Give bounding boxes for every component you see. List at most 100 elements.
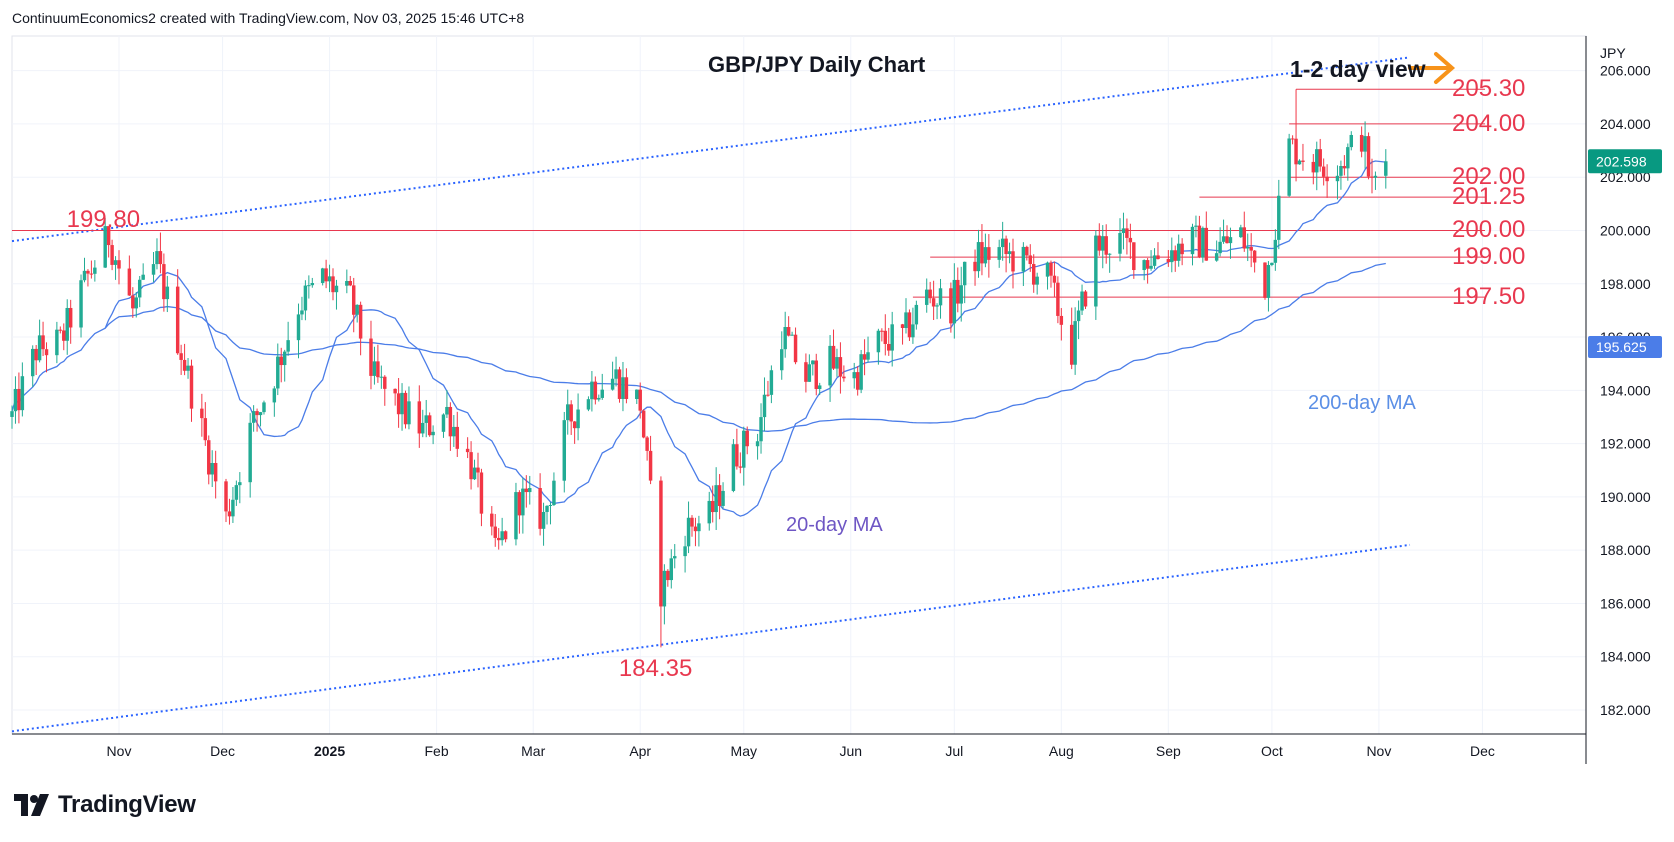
candle xyxy=(396,378,401,428)
candle xyxy=(593,376,598,405)
candle-body xyxy=(20,376,25,411)
x-tick-label: Oct xyxy=(1261,743,1283,759)
tradingview-logo-icon xyxy=(14,794,49,816)
candle xyxy=(759,403,763,454)
candle-body xyxy=(1214,253,1219,261)
candle-body xyxy=(448,406,453,437)
candle xyxy=(127,255,132,296)
candle xyxy=(572,420,577,444)
candle-body xyxy=(686,517,691,547)
candle-body xyxy=(793,334,798,363)
candle-body xyxy=(710,500,715,513)
candle xyxy=(106,226,111,258)
candle xyxy=(86,269,90,287)
candle-body xyxy=(175,286,180,354)
candle-body xyxy=(238,482,242,486)
candle-body xyxy=(207,440,211,475)
candle xyxy=(151,251,156,283)
candle-body xyxy=(693,526,698,532)
candle xyxy=(1366,132,1371,180)
candle xyxy=(987,234,991,278)
candle-body xyxy=(179,353,183,360)
candle-body xyxy=(1069,324,1074,365)
candle xyxy=(134,292,138,318)
candle xyxy=(862,339,867,376)
candle-body xyxy=(1028,255,1032,265)
candle xyxy=(807,354,812,382)
candle-body xyxy=(431,431,435,436)
candle-body xyxy=(1121,228,1126,234)
candle-body xyxy=(403,392,408,425)
candle-body xyxy=(835,357,839,369)
candle-body xyxy=(807,364,812,382)
candle-body xyxy=(393,388,397,394)
candle-body xyxy=(441,414,446,432)
arrow-path xyxy=(1408,52,1456,84)
candle-body xyxy=(106,226,111,246)
candle xyxy=(327,264,332,293)
candle xyxy=(1228,227,1233,259)
candle xyxy=(1190,223,1195,266)
candle xyxy=(10,405,14,429)
candle xyxy=(1249,233,1253,268)
tradingview-logo: TradingView xyxy=(14,790,196,820)
candle-body xyxy=(1011,251,1015,272)
x-tick-label: Dec xyxy=(1470,743,1495,759)
candle xyxy=(859,349,863,394)
candle-body xyxy=(58,329,63,331)
candle xyxy=(393,388,397,406)
candle-body xyxy=(55,329,59,356)
candle-body xyxy=(572,421,577,429)
candle-body xyxy=(1373,175,1378,178)
candle-body xyxy=(935,305,939,307)
candle-body xyxy=(1073,321,1077,365)
candle xyxy=(175,269,180,355)
candle-body xyxy=(883,330,888,344)
candle xyxy=(162,253,166,312)
candle xyxy=(735,428,739,470)
candle-body xyxy=(503,531,508,540)
candle-body xyxy=(887,343,891,351)
candle-body xyxy=(103,226,107,268)
candle xyxy=(300,296,304,321)
candle xyxy=(493,513,497,547)
candle-body xyxy=(1080,291,1084,311)
candle xyxy=(686,501,691,554)
candle-body xyxy=(621,377,625,399)
candle xyxy=(890,311,894,367)
candle xyxy=(883,314,888,356)
y-tick-label: 190.000 xyxy=(1600,489,1651,505)
candle-body xyxy=(1246,247,1250,249)
candle-body xyxy=(762,394,767,418)
candle-body xyxy=(93,267,97,274)
candle xyxy=(1277,179,1281,250)
y-tick-label: 194.000 xyxy=(1600,382,1651,398)
candle xyxy=(1294,89,1298,182)
candle xyxy=(234,480,239,506)
candle xyxy=(155,238,159,270)
candle-body xyxy=(697,523,701,532)
candle xyxy=(276,343,280,396)
candle-body xyxy=(662,570,667,607)
candle xyxy=(1194,215,1198,238)
candle xyxy=(828,335,832,402)
candle-body xyxy=(610,378,615,390)
candle xyxy=(928,281,932,304)
candle xyxy=(58,326,63,334)
x-tick-label: Mar xyxy=(521,743,545,759)
candle xyxy=(251,405,256,432)
candle-body xyxy=(383,376,387,389)
candle-body xyxy=(1297,160,1302,165)
candle-body xyxy=(1076,310,1081,322)
candle xyxy=(1197,215,1202,259)
price-annotation: 184.35 xyxy=(618,655,693,683)
candle-body xyxy=(566,404,570,421)
candle-body xyxy=(210,462,214,475)
candle-body xyxy=(307,285,311,287)
candle-body xyxy=(41,335,45,350)
candle-body xyxy=(248,422,252,483)
candle xyxy=(1104,224,1108,264)
candle-body xyxy=(348,281,352,286)
candle xyxy=(1156,242,1160,260)
